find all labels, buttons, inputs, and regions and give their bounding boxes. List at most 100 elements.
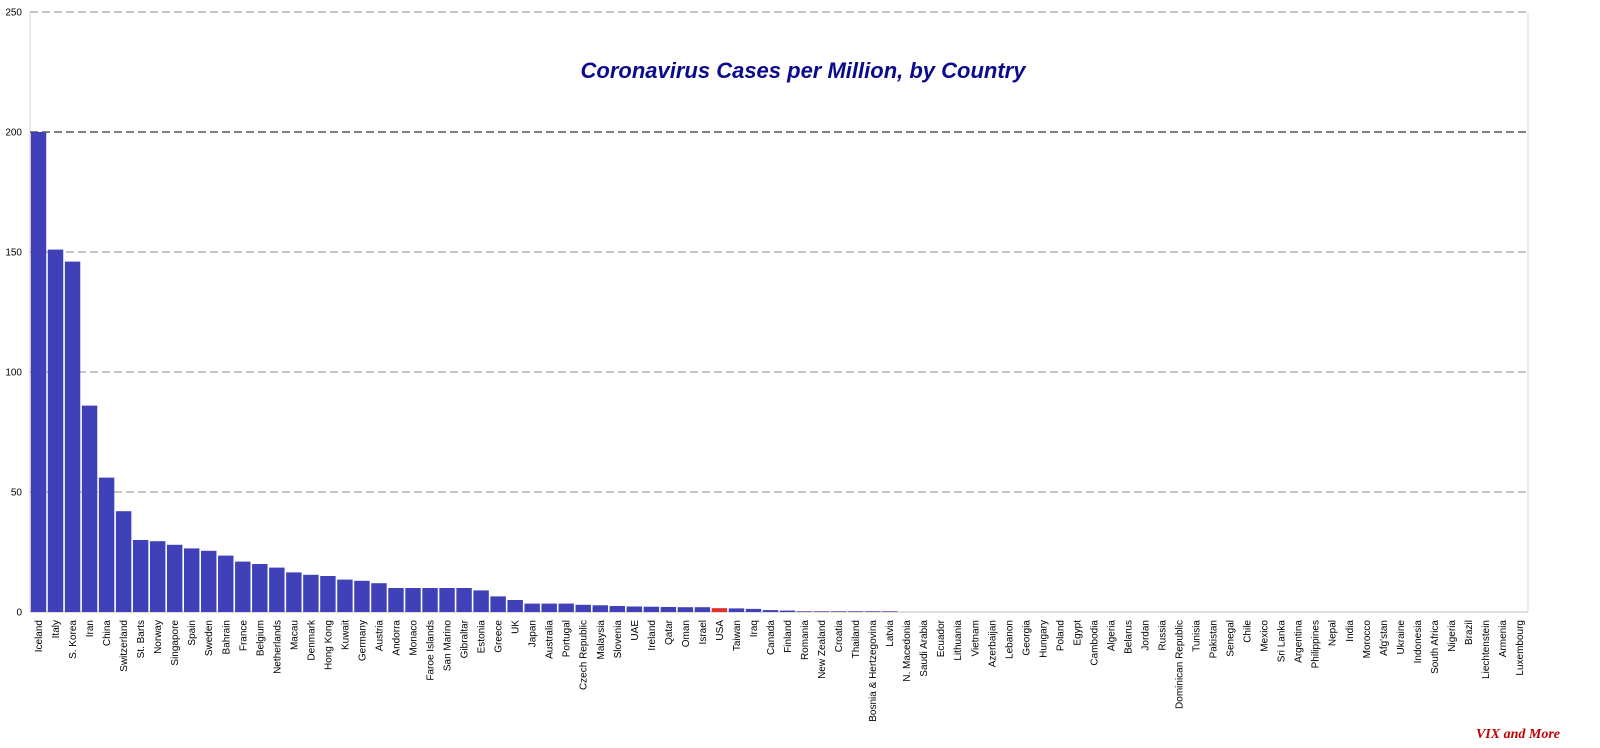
bar-netherlands (269, 567, 285, 612)
x-tick-label: South Africa (1430, 620, 1441, 674)
x-tick-label: Georgia (1021, 620, 1032, 656)
bar-st-barts (132, 540, 149, 612)
bars (30, 132, 898, 612)
bar-croatia (830, 611, 847, 612)
x-tick-label: Slovenia (613, 620, 624, 659)
x-tick-label: Lithuania (953, 620, 964, 661)
x-tick-label: Romania (800, 620, 811, 660)
x-tick-label: Greece (494, 620, 505, 653)
x-tick-label: China (102, 620, 113, 647)
bar-usa (711, 608, 728, 612)
x-tick-label: Latvia (885, 620, 896, 647)
x-tick-label: Faroe Islands (426, 620, 437, 681)
bar-andorra (388, 588, 404, 612)
x-tick-label: Ireland (647, 620, 658, 651)
bar-germany (354, 580, 370, 612)
x-tick-label: Egypt (1072, 620, 1083, 646)
x-tick-label: Thailand (851, 620, 862, 658)
x-tick-label: Belarus (1123, 620, 1134, 654)
y-tick-label: 100 (5, 368, 22, 379)
x-tick-label: India (1345, 620, 1356, 642)
y-tick-label: 250 (5, 8, 22, 19)
bar-faroe-islands (422, 588, 438, 612)
x-tick-label: Jordan (1140, 620, 1151, 651)
bar-canada (762, 610, 779, 612)
x-tick-label: Liechtenstein (1481, 620, 1492, 679)
x-tick-label: UAE (630, 620, 641, 641)
x-tick-label: Brazil (1464, 620, 1475, 645)
bar-thailand (847, 611, 864, 612)
bar-denmark (303, 574, 319, 612)
x-tick-label: Luxembourg (1515, 620, 1526, 676)
bar-norway (149, 541, 166, 612)
x-tick-label: Indonesia (1413, 620, 1424, 664)
x-tick-label: Bahrain (221, 620, 232, 654)
bar-san-marino (439, 588, 455, 612)
bar-macau (286, 572, 302, 612)
bar-portugal (558, 603, 574, 612)
gridlines (29, 11, 1529, 613)
x-tick-label: Argentina (1294, 620, 1305, 663)
x-tick-label: Sri Lanka (1277, 620, 1288, 663)
x-tick-label: Chile (1243, 620, 1254, 643)
x-tick-label: France (238, 620, 249, 652)
x-tick-label: Dominican Republic (1175, 620, 1186, 709)
bar-australia (541, 603, 557, 612)
y-axis-ticks: 0 50 100 150 200 250 (5, 8, 22, 619)
x-tick-label: Croatia (834, 620, 845, 653)
x-tick-label: Israel (698, 620, 709, 644)
x-tick-label: Andorra (391, 620, 402, 656)
x-tick-label: Spain (187, 620, 198, 646)
bar-iraq (745, 608, 762, 612)
bar-gibraltar (456, 588, 472, 612)
bar-taiwan (728, 608, 745, 612)
x-tick-label: Nepal (1328, 620, 1339, 646)
x-tick-label: Russia (1158, 620, 1169, 651)
bar-romania (796, 611, 813, 612)
x-tick-label: Azerbaijan (987, 620, 998, 667)
x-tick-label: Gibraltar (460, 619, 471, 658)
bar-france (235, 561, 251, 612)
x-tick-label: Hungary (1038, 620, 1049, 658)
bar-iceland (30, 132, 47, 612)
x-tick-label: Oman (681, 620, 692, 647)
x-tick-label: Belgium (255, 620, 266, 656)
x-tick-label: Nigeria (1447, 620, 1458, 652)
bar-japan (524, 603, 540, 612)
x-tick-label: Armenia (1498, 620, 1509, 658)
bar-finland (779, 610, 796, 612)
bar-malaysia (592, 605, 608, 612)
bar-belgium (252, 564, 268, 612)
x-tick-label: UK (511, 620, 522, 634)
x-tick-label: Morocco (1362, 620, 1373, 659)
x-tick-label: Finland (783, 620, 794, 653)
x-tick-label: Ukraine (1396, 620, 1407, 655)
x-tick-label: Sweden (204, 620, 215, 656)
bar-italy (47, 249, 64, 612)
x-tick-label: Norway (153, 620, 164, 654)
y-tick-label: 50 (11, 488, 23, 499)
x-tick-label: Kuwait (340, 620, 351, 650)
bar-kuwait (337, 579, 353, 612)
bar-qatar (660, 606, 677, 612)
x-tick-label: Poland (1055, 620, 1066, 651)
x-tick-label: Singapore (170, 620, 181, 666)
x-tick-label: Saudi Arabia (919, 620, 930, 677)
x-tick-label: Philippines (1311, 620, 1322, 668)
x-tick-label: Macau (289, 620, 300, 650)
x-tick-label: Monaco (409, 620, 420, 656)
y-tick-label: 200 (5, 128, 22, 139)
x-tick-label: Taiwan (732, 620, 743, 651)
x-tick-label: Austria (374, 620, 385, 652)
bar-oman (677, 607, 694, 612)
x-tick-label: Germany (357, 620, 368, 661)
x-tick-label: Afg'stan (1379, 620, 1390, 656)
x-tick-label: Hong Kong (323, 620, 334, 670)
x-tick-label: Malaysia (596, 620, 607, 660)
bar-china (98, 477, 115, 612)
bar-uae (626, 606, 643, 612)
x-tick-label: Mexico (1260, 620, 1271, 652)
bar-czech-republic (575, 604, 591, 612)
bar-bosnia-hertzegovina (864, 611, 881, 612)
x-tick-label: Algeria (1106, 620, 1117, 652)
